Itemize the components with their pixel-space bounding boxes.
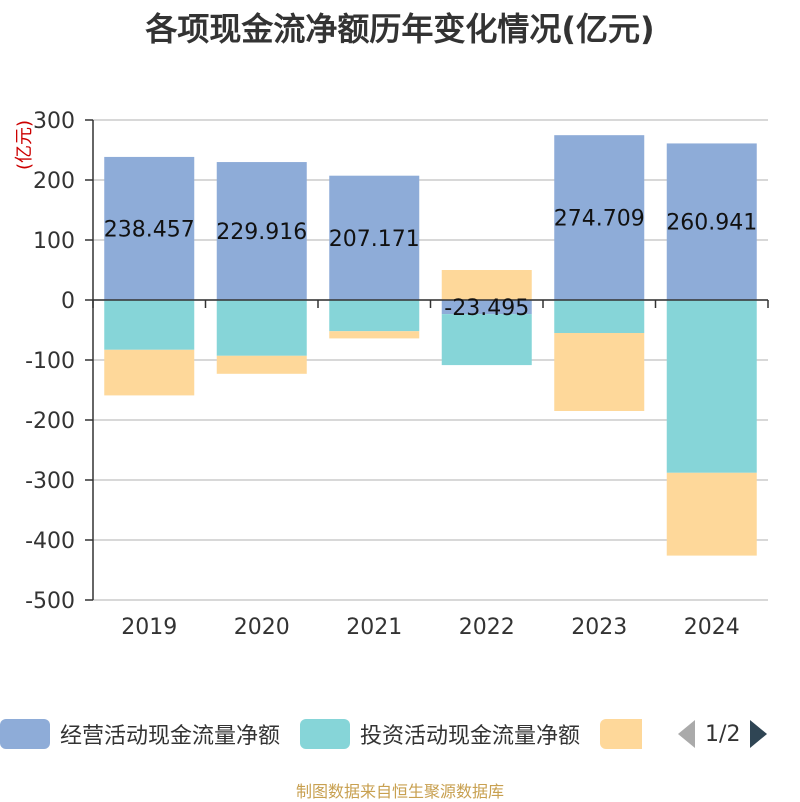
bar-s2-2024[interactable] xyxy=(666,472,757,556)
legend-item-investing[interactable]: 投资活动现金流量净额 xyxy=(300,718,580,750)
bar-s0-2021[interactable] xyxy=(329,175,420,300)
x-tick-label-2023: 2023 xyxy=(571,615,627,640)
legend-swatch-investing xyxy=(300,719,351,749)
bar-s0-2020[interactable] xyxy=(216,162,307,300)
legend-pager: 1/2 xyxy=(678,720,768,748)
data-label-2022: -23.495 xyxy=(444,296,529,321)
bar-s2-2023[interactable] xyxy=(554,333,645,411)
legend-label-investing: 投资活动现金流量净额 xyxy=(360,724,581,749)
bar-s0-2022[interactable] xyxy=(441,300,532,315)
x-tick-label-2022: 2022 xyxy=(459,615,515,640)
bar-s0-2023[interactable] xyxy=(554,135,645,300)
bar-s1-2023[interactable] xyxy=(554,300,645,333)
data-label-2021: 207.171 xyxy=(329,227,420,252)
legend-swatch-operating xyxy=(0,719,50,749)
legend-prev-arrow-icon[interactable] xyxy=(678,720,696,748)
legend-item-operating[interactable]: 经营活动现金流量净额 xyxy=(0,718,280,750)
bar-s2-2021[interactable] xyxy=(329,331,420,339)
bar-s1-2024[interactable] xyxy=(666,300,757,473)
bar-s2-2019[interactable] xyxy=(104,349,195,396)
x-tick-label-2020: 2020 xyxy=(234,615,290,640)
y-tick-label: -300 xyxy=(25,469,75,494)
data-label-2024: 260.941 xyxy=(666,211,757,236)
source-note: 制图数据来自恒生聚源数据库 xyxy=(295,782,504,801)
data-label-2019: 238.457 xyxy=(104,217,195,242)
x-tick-label-2021: 2021 xyxy=(346,615,402,640)
legend-page-indicator: 1/2 xyxy=(705,721,741,747)
legend-item-third[interactable] xyxy=(600,719,652,749)
y-tick-label: -500 xyxy=(25,589,75,614)
data-label-2023: 274.709 xyxy=(554,207,645,232)
y-tick-label: -100 xyxy=(25,349,75,374)
legend: 经营活动现金流量净额 投资活动现金流量净额 1/2 xyxy=(0,716,800,752)
bar-s1-2019[interactable] xyxy=(104,300,195,350)
chart-title: 各项现金流净额历年变化情况(亿元) xyxy=(145,10,655,48)
legend-next-arrow-icon[interactable] xyxy=(750,720,768,748)
y-tick-label: -400 xyxy=(25,529,75,554)
x-tick-label-2024: 2024 xyxy=(684,615,740,640)
bar-s1-2021[interactable] xyxy=(329,300,420,332)
y-tick-label: 200 xyxy=(33,169,75,194)
y-tick-label: 100 xyxy=(33,229,75,254)
legend-label-operating: 经营活动现金流量净额 xyxy=(60,724,281,749)
data-labels: 238.457 229.916 207.171 -23.495 274.709 260.9… xyxy=(104,207,757,321)
y-tick-label: 0 xyxy=(61,289,75,314)
legend-swatch-third xyxy=(600,719,643,749)
bar-s2-2020[interactable] xyxy=(216,355,307,374)
y-tick-label: 300 xyxy=(33,109,75,134)
bar-s1-2022[interactable] xyxy=(441,314,532,366)
bar-s1-2020[interactable] xyxy=(216,300,307,356)
y-axis-unit-label: (亿元) xyxy=(14,120,35,170)
x-tick-label-2019: 2019 xyxy=(121,615,177,640)
data-label-2020: 229.916 xyxy=(216,220,307,245)
bar-s0-2019[interactable] xyxy=(104,156,195,300)
bar-s2-2022[interactable] xyxy=(441,270,532,300)
axes: 300 200 100 0 -100 -200 -300 -400 -500 2019 2020 20… xyxy=(25,109,769,640)
bar-s0-2024[interactable] xyxy=(666,143,757,300)
bars[interactable] xyxy=(104,135,757,556)
y-tick-label: -200 xyxy=(25,409,75,434)
